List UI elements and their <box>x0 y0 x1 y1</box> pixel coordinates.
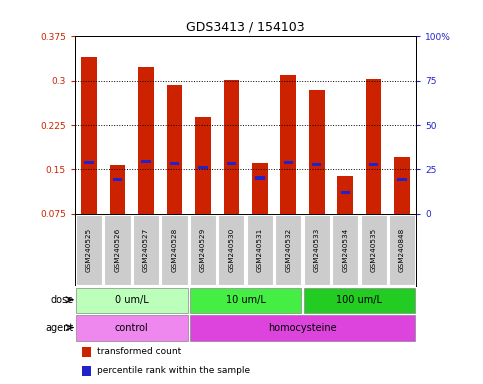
Bar <box>113 178 122 181</box>
Text: GSM240532: GSM240532 <box>285 228 291 272</box>
Text: percentile rank within the sample: percentile rank within the sample <box>97 366 250 376</box>
Text: dose: dose <box>50 295 73 305</box>
Bar <box>312 163 322 166</box>
FancyBboxPatch shape <box>275 215 301 285</box>
Text: GSM240528: GSM240528 <box>171 228 177 272</box>
Bar <box>281 75 296 214</box>
FancyBboxPatch shape <box>389 215 415 285</box>
Text: control: control <box>115 323 149 333</box>
Text: homocysteine: homocysteine <box>268 323 337 333</box>
FancyBboxPatch shape <box>190 315 415 341</box>
FancyBboxPatch shape <box>190 288 301 313</box>
FancyBboxPatch shape <box>161 215 187 285</box>
Text: 100 um/L: 100 um/L <box>337 295 383 305</box>
Bar <box>366 79 382 214</box>
Text: agent: agent <box>45 323 73 333</box>
Bar <box>195 118 211 214</box>
Bar <box>224 79 239 214</box>
FancyBboxPatch shape <box>304 288 415 313</box>
Bar <box>142 160 151 163</box>
FancyBboxPatch shape <box>332 215 358 285</box>
Bar <box>85 161 94 164</box>
Bar <box>170 162 179 165</box>
Text: GSM240529: GSM240529 <box>200 228 206 272</box>
Bar <box>110 165 126 214</box>
Text: GSM240533: GSM240533 <box>314 228 320 272</box>
Bar <box>82 346 91 357</box>
Text: transformed count: transformed count <box>97 348 181 356</box>
Text: 0 um/L: 0 um/L <box>115 295 149 305</box>
Bar <box>198 166 208 169</box>
Text: GSM240530: GSM240530 <box>228 228 234 272</box>
Text: GSM240526: GSM240526 <box>114 228 121 272</box>
FancyBboxPatch shape <box>104 215 130 285</box>
FancyBboxPatch shape <box>304 215 330 285</box>
FancyBboxPatch shape <box>218 215 244 285</box>
Bar <box>369 163 378 166</box>
Bar <box>398 178 407 181</box>
FancyBboxPatch shape <box>190 215 216 285</box>
Bar <box>81 57 97 214</box>
Bar <box>309 89 325 214</box>
FancyBboxPatch shape <box>76 215 102 285</box>
Bar <box>341 191 350 194</box>
FancyBboxPatch shape <box>361 215 387 285</box>
Bar <box>227 162 236 165</box>
FancyBboxPatch shape <box>76 315 187 341</box>
Text: GSM240535: GSM240535 <box>370 228 377 272</box>
Bar <box>252 163 268 214</box>
Bar <box>82 366 91 376</box>
Bar <box>138 67 154 214</box>
Text: GSM240525: GSM240525 <box>86 228 92 272</box>
Bar <box>255 177 265 180</box>
Text: GSM240534: GSM240534 <box>342 228 348 272</box>
Text: GSM240531: GSM240531 <box>257 228 263 272</box>
Bar <box>167 86 182 214</box>
Bar <box>284 161 293 164</box>
FancyBboxPatch shape <box>133 215 159 285</box>
Title: GDS3413 / 154103: GDS3413 / 154103 <box>186 21 305 34</box>
Bar <box>338 176 353 214</box>
Text: 10 um/L: 10 um/L <box>226 295 266 305</box>
Bar <box>394 157 410 214</box>
Text: GSM240848: GSM240848 <box>399 228 405 272</box>
Text: GSM240527: GSM240527 <box>143 228 149 272</box>
FancyBboxPatch shape <box>76 288 187 313</box>
FancyBboxPatch shape <box>247 215 273 285</box>
